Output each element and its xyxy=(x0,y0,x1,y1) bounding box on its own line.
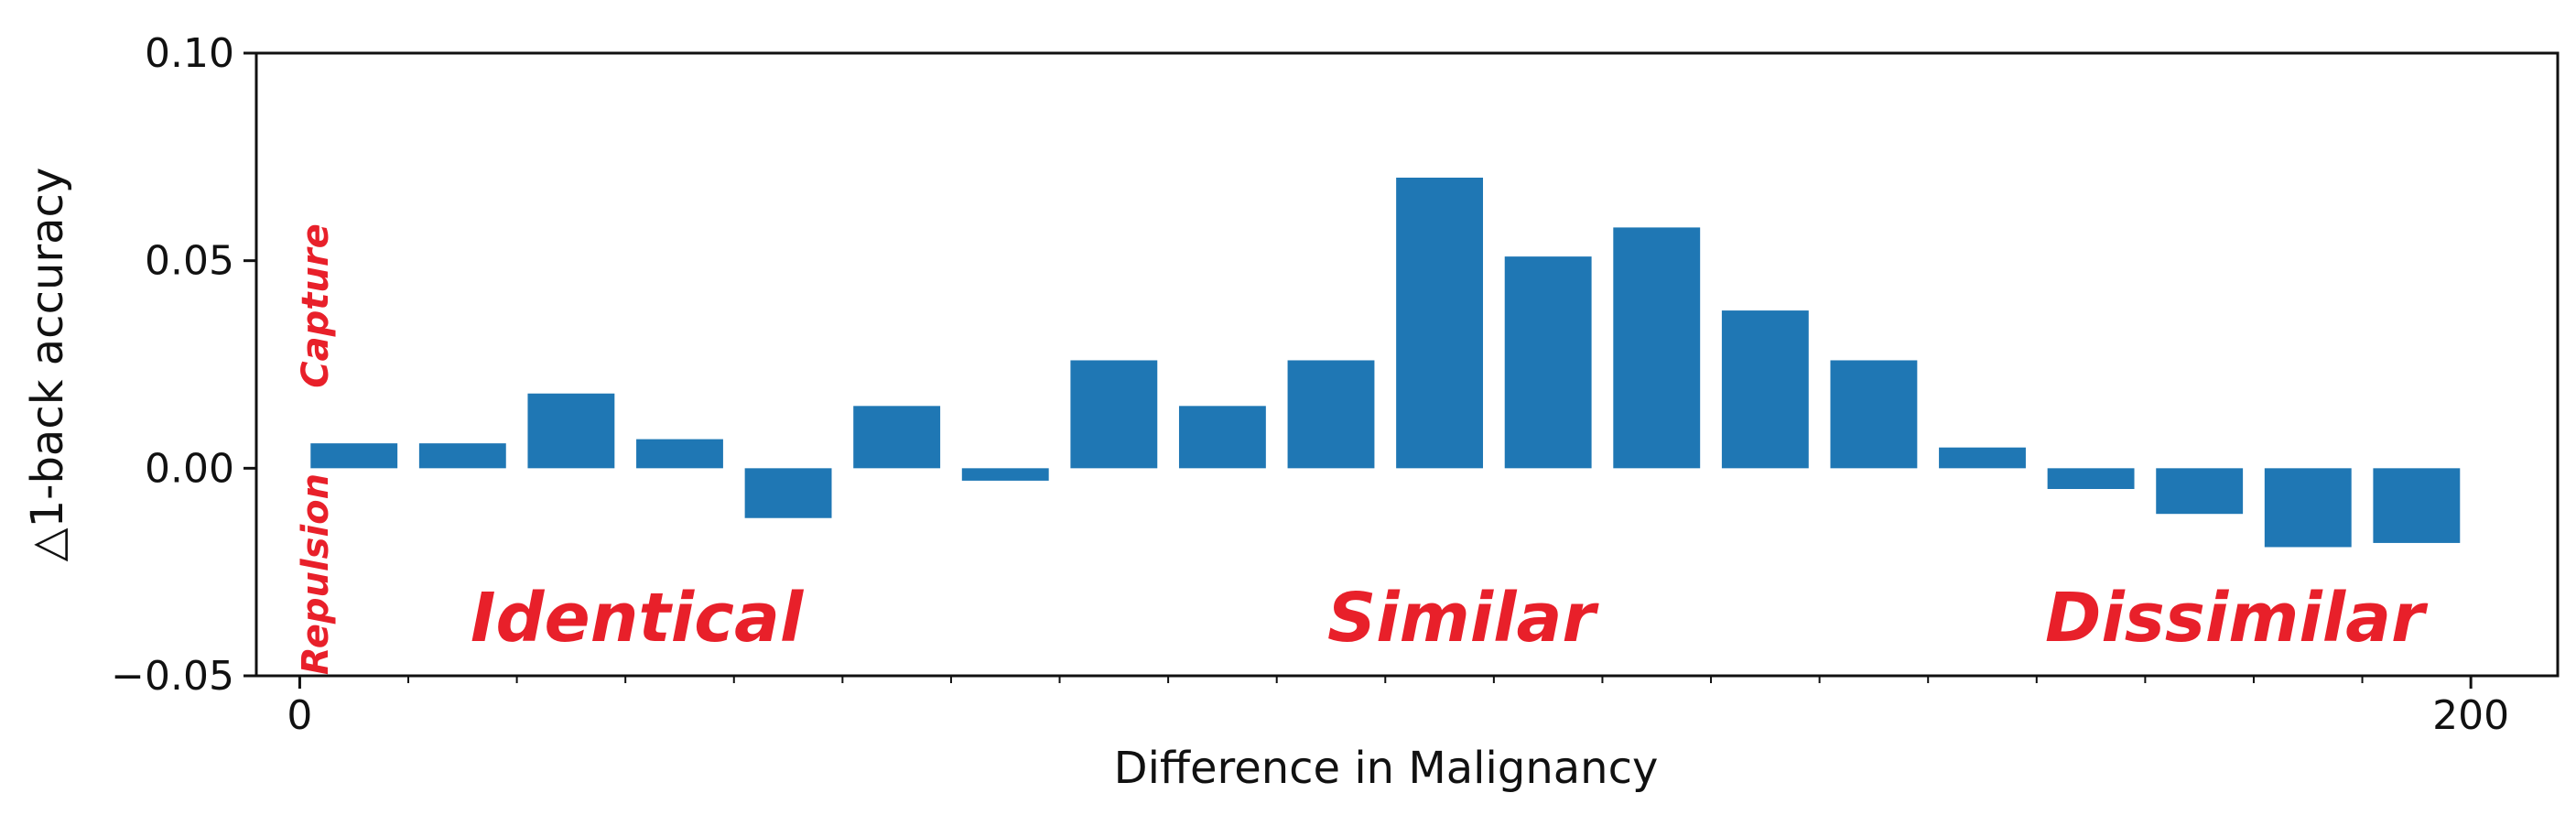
x-tick-label: 0 xyxy=(287,692,312,739)
x-tick-label: 200 xyxy=(2432,692,2509,739)
bar xyxy=(961,468,1049,481)
bar xyxy=(1396,178,1484,469)
bar xyxy=(1287,360,1375,469)
y-axis: −0.05 0.00 0.05 0.10 xyxy=(111,30,256,700)
bar xyxy=(1070,360,1158,469)
bar xyxy=(744,468,832,518)
bar xyxy=(636,439,723,469)
x-axis-label: Difference in Malignancy xyxy=(1114,743,1659,794)
bar xyxy=(1721,310,1809,469)
bar xyxy=(1939,447,2026,469)
bar xyxy=(2373,468,2461,543)
y-axis-label: △1-back accuracy xyxy=(22,168,73,562)
bar xyxy=(853,406,941,469)
bar xyxy=(1830,360,1918,469)
y-tick-label: 0.10 xyxy=(145,30,234,77)
y-tick-label: −0.05 xyxy=(111,653,234,700)
bar xyxy=(310,443,398,469)
bar xyxy=(1613,227,1701,469)
y-tick-label: 0.00 xyxy=(145,445,234,492)
capture-annotation: Capture xyxy=(295,223,337,387)
repulsion-annotation: Repulsion xyxy=(295,473,337,675)
identical-annotation: Identical xyxy=(471,579,805,657)
dissimilar-annotation: Dissimilar xyxy=(2045,579,2429,657)
bar xyxy=(2047,468,2135,489)
bar xyxy=(2264,468,2352,548)
bar xyxy=(1178,406,1266,469)
x-axis: 0 200 xyxy=(287,676,2509,739)
plot-frame xyxy=(254,51,2560,678)
bar xyxy=(527,393,615,469)
bars-layer xyxy=(310,178,2461,548)
similar-annotation: Similar xyxy=(1327,579,1599,657)
y-tick-label: 0.05 xyxy=(145,238,234,285)
bar xyxy=(1504,256,1592,469)
bar xyxy=(2156,468,2244,515)
bar xyxy=(418,443,506,469)
